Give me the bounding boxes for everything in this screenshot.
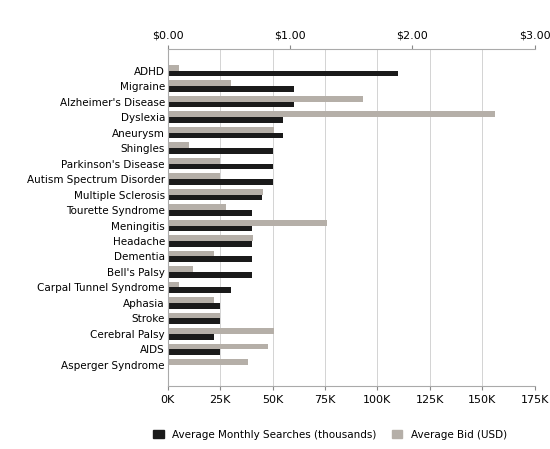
Bar	[168, 359, 249, 365]
Bar	[168, 343, 268, 349]
Bar	[168, 313, 221, 318]
Bar	[168, 148, 273, 154]
Bar	[168, 235, 254, 241]
Bar	[168, 349, 220, 355]
Bar	[168, 225, 251, 231]
Bar	[168, 189, 263, 194]
Bar	[168, 132, 283, 138]
Bar	[168, 204, 227, 210]
Bar	[168, 266, 194, 272]
Bar	[168, 173, 221, 179]
Bar	[168, 220, 327, 225]
Bar	[168, 179, 273, 185]
Bar	[168, 142, 189, 148]
Bar	[168, 111, 496, 117]
Bar	[168, 65, 179, 70]
Bar	[168, 318, 220, 324]
Bar	[168, 163, 273, 169]
Bar	[168, 287, 230, 293]
Bar	[168, 158, 221, 163]
Bar	[168, 96, 364, 101]
Bar	[168, 328, 274, 334]
Bar	[168, 86, 294, 92]
Bar	[168, 80, 232, 86]
Bar	[168, 117, 283, 123]
Bar	[168, 210, 251, 216]
Bar	[168, 70, 398, 76]
Legend: Average Monthly Searches (thousands), Average Bid (USD): Average Monthly Searches (thousands), Av…	[149, 426, 511, 444]
Bar	[168, 101, 294, 107]
Bar	[168, 282, 179, 287]
Bar	[168, 303, 220, 309]
Bar	[168, 194, 262, 200]
Bar	[168, 334, 214, 340]
Bar	[168, 251, 214, 256]
Bar	[168, 256, 251, 262]
Bar	[168, 241, 251, 247]
Bar	[168, 272, 251, 278]
Bar	[168, 297, 214, 303]
Bar	[168, 127, 274, 132]
